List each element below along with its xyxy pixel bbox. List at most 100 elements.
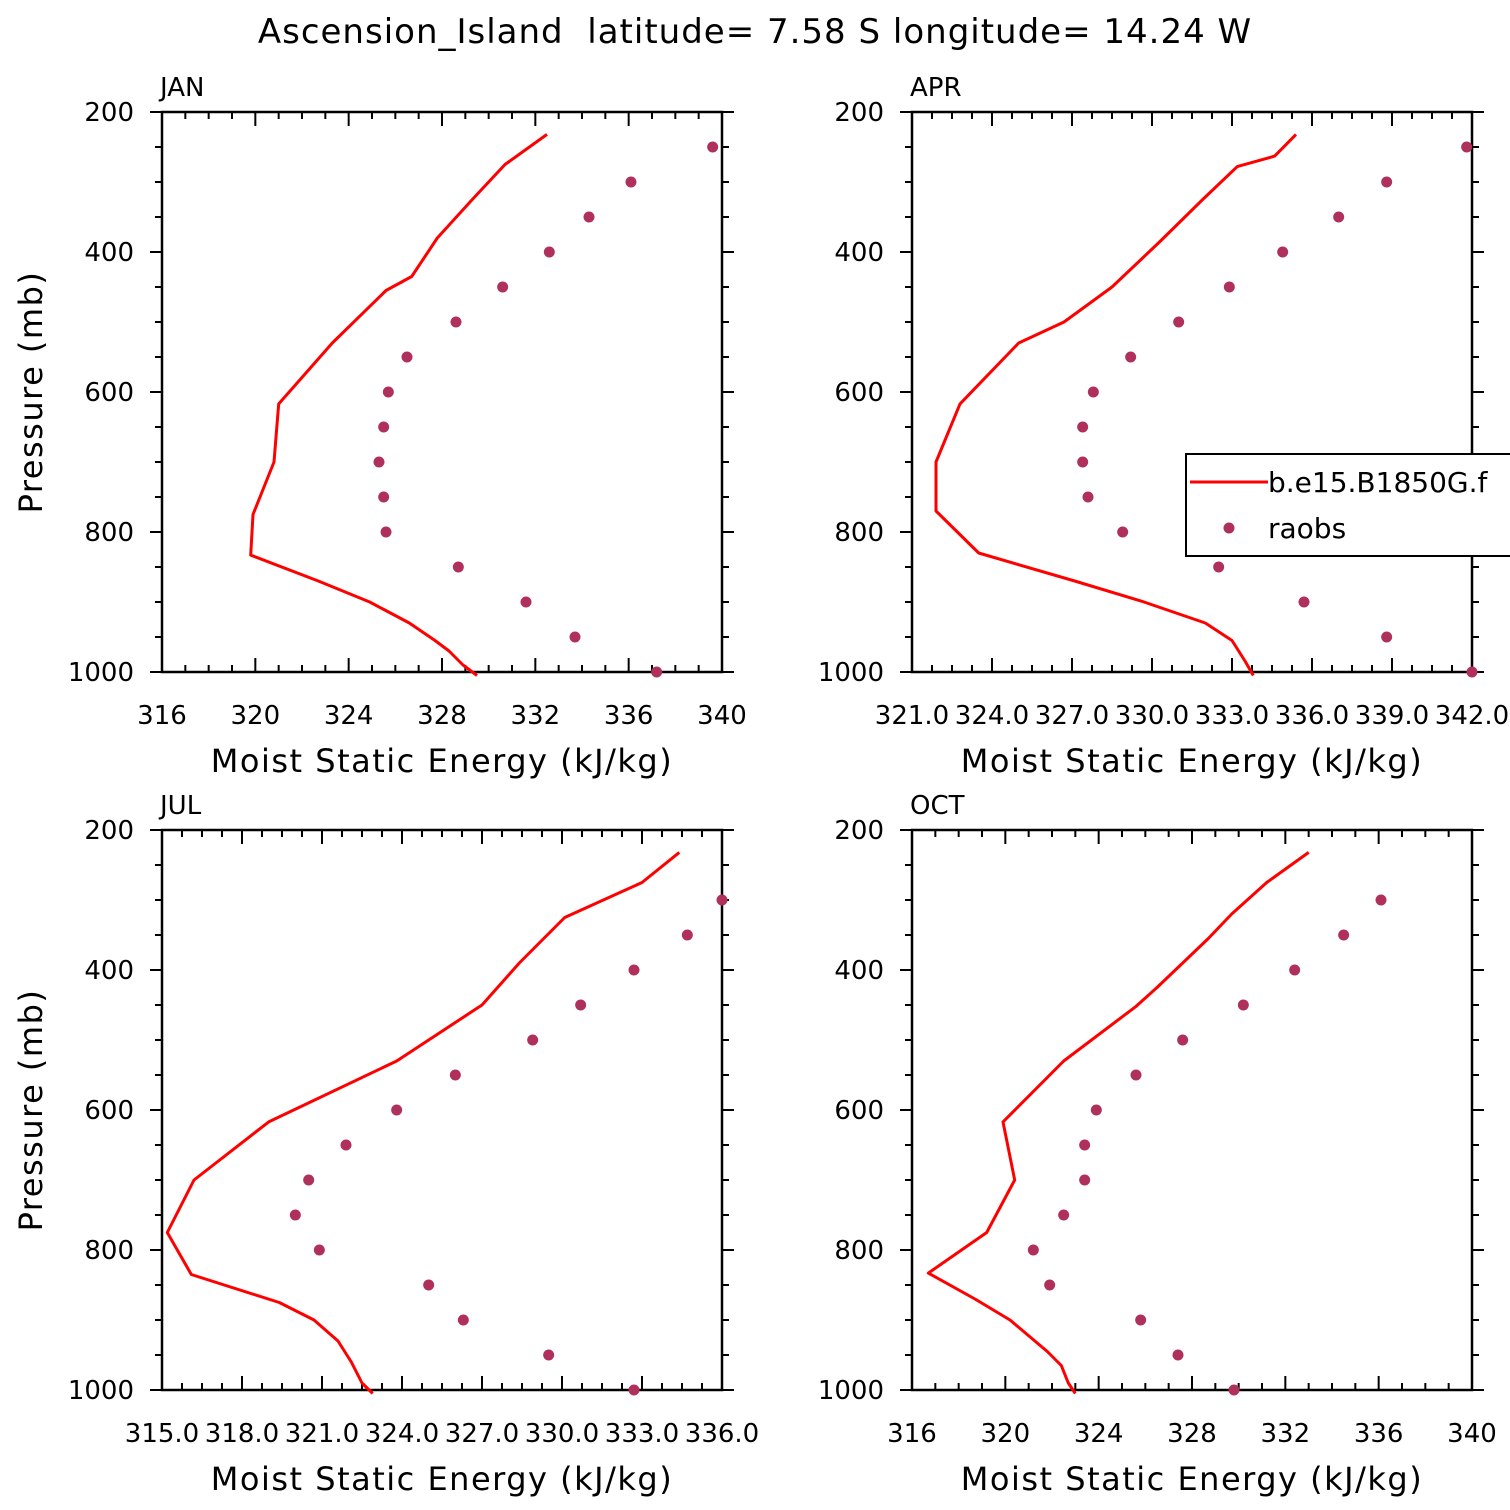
model-series-line [249, 133, 548, 677]
x-tick-label: 320 [981, 1419, 1031, 1449]
y-tick-label: 800 [834, 518, 884, 548]
raobs-point [1277, 246, 1289, 258]
raobs-point [1461, 141, 1473, 153]
x-tick-label: 336.0 [1275, 701, 1349, 731]
legend-label-model: b.e15.B1850G.f [1268, 466, 1488, 499]
raobs-point [289, 1209, 301, 1221]
y-tick-label: 600 [834, 1096, 884, 1126]
x-tick-label: 333.0 [605, 1419, 679, 1449]
raobs-point [625, 176, 637, 188]
y-tick-label: 800 [84, 1236, 134, 1266]
model-series-line [926, 851, 1310, 1395]
y-axis-label: Pressure (mb) [12, 989, 50, 1232]
raobs-point [1058, 1209, 1070, 1221]
model-series-line [165, 851, 681, 1395]
x-tick-label: 336.0 [685, 1419, 759, 1449]
raobs-point [382, 386, 394, 398]
raobs-point [457, 1314, 469, 1326]
raobs-point [1228, 1384, 1240, 1396]
legend-dot-swatch [1223, 522, 1235, 534]
x-tick-label: 330.0 [525, 1419, 599, 1449]
raobs-point [681, 929, 693, 941]
raobs-point [450, 316, 462, 328]
raobs-point [1381, 176, 1393, 188]
y-tick-label: 600 [84, 378, 134, 408]
y-axis-label: Pressure (mb) [12, 271, 50, 514]
plot-frame [160, 828, 724, 1392]
raobs-point [1381, 631, 1393, 643]
x-tick-label: 342.0 [1435, 701, 1509, 731]
x-tick-label: 316 [137, 701, 187, 731]
x-tick-label: 324.0 [955, 701, 1029, 731]
y-tick-label: 1000 [818, 1376, 884, 1406]
model-series-line [934, 133, 1298, 677]
panel-label: APR [910, 73, 962, 103]
x-tick-label: 327.0 [1035, 701, 1109, 731]
raobs-point [716, 894, 728, 906]
raobs-point [1223, 281, 1235, 293]
raobs-point [1173, 316, 1185, 328]
x-tick-label: 320 [231, 701, 281, 731]
x-tick-label: 340 [1447, 1419, 1497, 1449]
y-tick-label: 200 [84, 98, 134, 128]
raobs-point [527, 1034, 539, 1046]
y-tick-label: 1000 [818, 658, 884, 688]
y-tick-label: 400 [834, 956, 884, 986]
x-axis-label: Moist Static Energy (kJ/kg) [961, 1460, 1423, 1498]
raobs-point [340, 1139, 352, 1151]
raobs-point [1090, 1104, 1102, 1116]
raobs-point [378, 491, 390, 503]
y-tick-label: 400 [84, 238, 134, 268]
raobs-point [1135, 1314, 1147, 1326]
y-tick-label: 400 [84, 956, 134, 986]
raobs-point [497, 281, 509, 293]
panel-label: JAN [158, 73, 204, 103]
raobs-point [449, 1069, 461, 1081]
raobs-point [391, 1104, 403, 1116]
raobs-point [1117, 526, 1129, 538]
x-tick-label: 328 [417, 701, 467, 731]
legend-box [1185, 453, 1510, 557]
y-tick-label: 600 [84, 1096, 134, 1126]
legend-label-obs: raobs [1268, 512, 1346, 545]
raobs-point [1082, 491, 1094, 503]
x-axis-label: Moist Static Energy (kJ/kg) [211, 1460, 673, 1498]
y-tick-label: 200 [834, 816, 884, 846]
raobs-point [651, 666, 663, 678]
plot-frame [160, 110, 724, 674]
x-tick-label: 340 [697, 701, 747, 731]
raobs-point [373, 456, 385, 468]
x-tick-label: 318.0 [205, 1419, 279, 1449]
x-axis-label: Moist Static Energy (kJ/kg) [961, 742, 1423, 780]
raobs-point [1077, 421, 1089, 433]
raobs-point [1333, 211, 1345, 223]
raobs-point [1289, 964, 1301, 976]
raobs-point [423, 1279, 435, 1291]
x-tick-label: 315.0 [125, 1419, 199, 1449]
raobs-point [313, 1244, 325, 1256]
x-axis-label: Moist Static Energy (kJ/kg) [211, 742, 673, 780]
raobs-point [543, 1349, 555, 1361]
x-tick-label: 324.0 [365, 1419, 439, 1449]
raobs-point [1237, 999, 1249, 1011]
raobs-point [1044, 1279, 1056, 1291]
raobs-point [303, 1174, 315, 1186]
raobs-point [1213, 561, 1225, 573]
y-tick-label: 1000 [68, 1376, 134, 1406]
panel-label: JUL [158, 791, 202, 821]
raobs-point [1125, 351, 1137, 363]
x-tick-label: 339.0 [1355, 701, 1429, 731]
raobs-point [1177, 1034, 1189, 1046]
raobs-point [1338, 929, 1350, 941]
raobs-point [1375, 894, 1387, 906]
raobs-point [1466, 666, 1478, 678]
raobs-point [575, 999, 587, 1011]
raobs-point [583, 211, 595, 223]
raobs-point [380, 526, 392, 538]
x-tick-label: 324 [324, 701, 374, 731]
raobs-point [1079, 1139, 1091, 1151]
raobs-point [1130, 1069, 1142, 1081]
raobs-point [1087, 386, 1099, 398]
x-tick-label: 332 [1261, 1419, 1311, 1449]
